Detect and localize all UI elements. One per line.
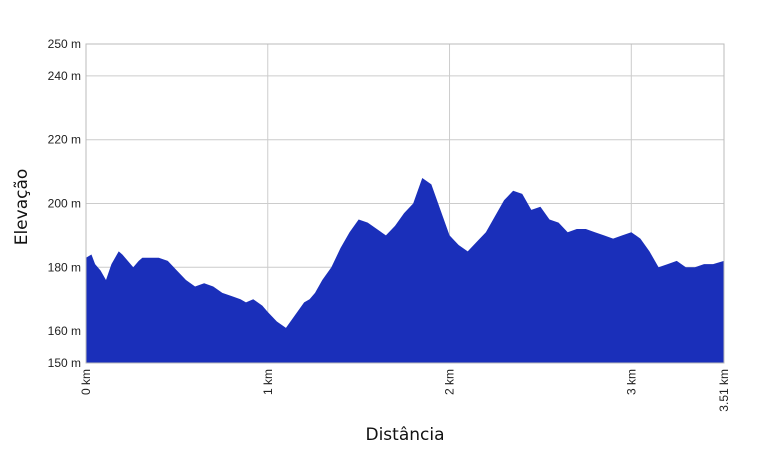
y-axis-ticks: 150 m 160 m 180 m 200 m 220 m 240 m 250 m (48, 37, 81, 370)
y-tick-label: 240 m (48, 69, 81, 83)
y-tick-label: 180 m (48, 260, 81, 274)
x-tick-label: 3.51 km (717, 369, 731, 412)
x-tick-label: 1 km (261, 369, 275, 395)
y-tick-label: 160 m (48, 324, 81, 338)
x-axis-title: Distância (365, 425, 444, 445)
x-axis-ticks: 0 km 1 km 2 km 3 km 3.51 km (79, 369, 731, 412)
y-axis-title: Elevação (12, 169, 32, 246)
y-tick-label: 220 m (48, 133, 81, 147)
elevation-area (86, 177, 724, 363)
plot-frame (85, 43, 725, 364)
x-tick-label: 2 km (443, 369, 457, 395)
y-tick-label: 150 m (48, 356, 81, 370)
y-tick-label: 200 m (48, 197, 81, 211)
x-tick-label: 3 km (624, 369, 638, 395)
x-tick-label: 0 km (79, 369, 93, 395)
y-tick-label: 250 m (48, 37, 81, 51)
